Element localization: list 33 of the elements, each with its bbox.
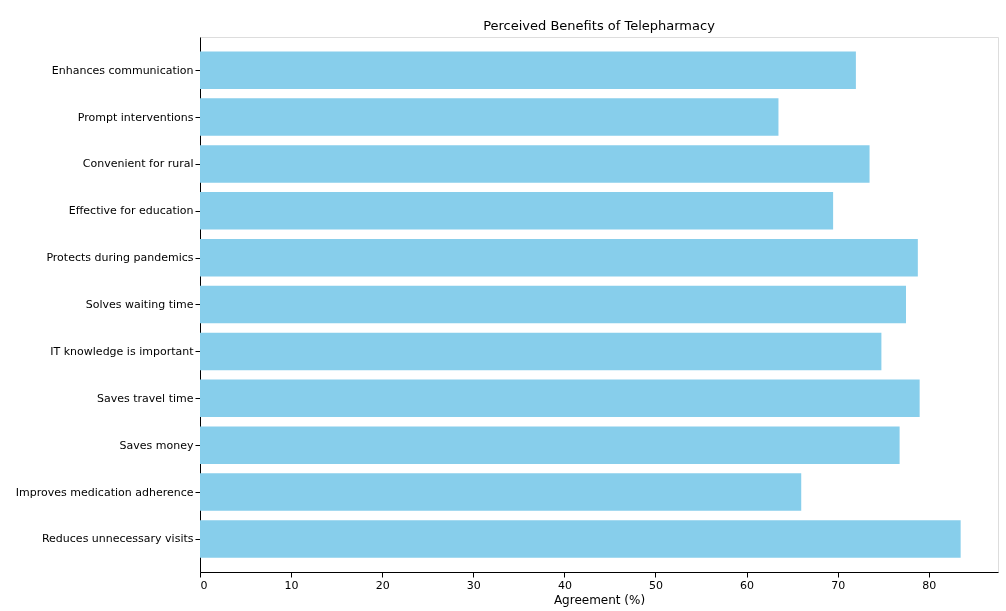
y-tick-label: Saves travel time: [97, 391, 194, 405]
x-axis-title: Agreement (%): [553, 592, 646, 607]
x-tick-label: 80: [922, 578, 937, 592]
y-tick-label: Improves medication adherence: [15, 485, 194, 499]
x-tick-label: 20: [375, 578, 390, 592]
bar: [200, 426, 900, 464]
y-tick-label: Convenient for rural: [82, 157, 194, 171]
bar: [200, 473, 802, 511]
x-tick-label: 0: [200, 578, 208, 592]
y-tick-label: Protects during pandemics: [46, 251, 194, 265]
bar: [200, 51, 856, 89]
x-tick-label: 70: [831, 578, 846, 592]
y-tick-label: Solves waiting time: [85, 298, 194, 311]
y-tick-label: Saves money: [119, 438, 194, 452]
chart-title: Perceived Benefits of Telepharmacy: [483, 18, 716, 33]
bar: [200, 238, 918, 277]
bar: [200, 192, 834, 230]
bar: [200, 520, 961, 558]
bar: [200, 379, 920, 417]
x-tick-label: 30: [466, 578, 481, 592]
bar: [200, 285, 906, 324]
bar: [200, 332, 882, 371]
y-tick-label: Enhances communication: [51, 63, 194, 77]
y-tick-label: IT knowledge is important: [50, 344, 195, 358]
x-tick-label: 50: [648, 578, 663, 592]
x-tick-label: 40: [557, 578, 572, 592]
y-tick-label: Prompt interventions: [77, 110, 194, 124]
bar: [200, 145, 870, 183]
y-tick-label: Effective for education: [68, 204, 194, 218]
y-tick-label: Reduces unnecessary visits: [41, 532, 194, 546]
x-tick-label: 60: [740, 578, 755, 592]
x-tick-label: 10: [284, 578, 299, 592]
bar: [200, 98, 779, 136]
